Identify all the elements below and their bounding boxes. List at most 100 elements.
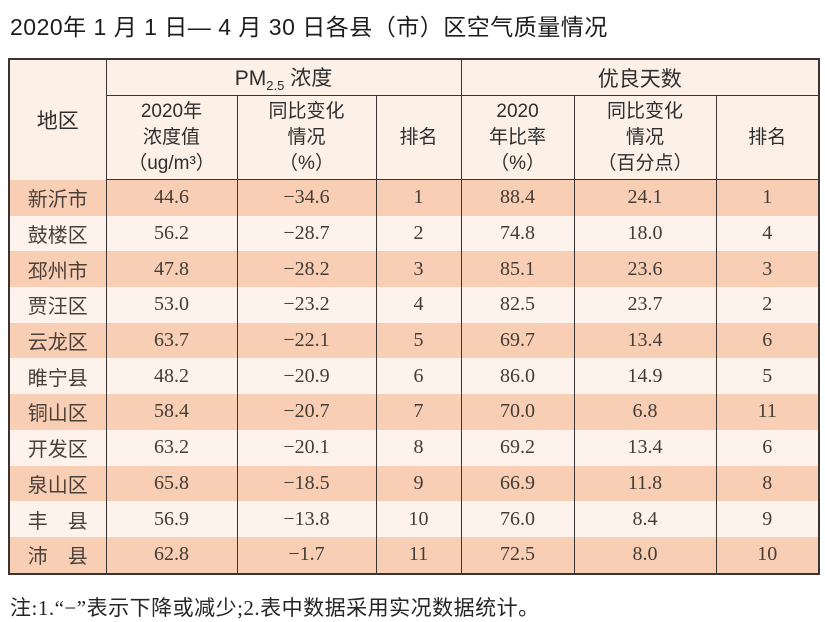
pm-rank-cell: 5 bbox=[375, 322, 462, 359]
column-header-pm-rank: 排名 bbox=[375, 95, 462, 180]
header-sub-row: 2020年 浓度值 （ug/m³） 同比变化 情况 （%） 排名 2020 年比… bbox=[9, 95, 820, 180]
table-row: 鼓楼区 56.2 −28.7 2 74.8 18.0 4 bbox=[8, 215, 820, 252]
pm-rank-cell: 6 bbox=[375, 358, 462, 395]
pm-rank-cell: 4 bbox=[375, 287, 462, 323]
pm-change-cell: −20.7 bbox=[236, 394, 376, 430]
region-cell: 睢宁县 bbox=[8, 358, 106, 395]
pm-change-cell: −13.8 bbox=[236, 501, 376, 537]
pm-rank-cell: 8 bbox=[375, 429, 462, 466]
pm-rank-cell: 10 bbox=[375, 501, 462, 537]
good-ratio-cell: 69.2 bbox=[460, 429, 575, 466]
header-group-row: 地区 PM2.5 浓度 优良天数 bbox=[8, 59, 820, 180]
pm-value-cell: 56.9 bbox=[105, 501, 237, 537]
good-rank-cell: 11 bbox=[715, 394, 820, 430]
good-rank-cell: 4 bbox=[715, 215, 820, 252]
table-header: 地区 PM2.5 浓度 优良天数 2020年 浓度值 （ug/m³） 同比变化 … bbox=[8, 59, 820, 180]
good-ratio-cell: 66.9 bbox=[460, 465, 575, 502]
column-header-good-change: 同比变化 情况 （百分点） bbox=[573, 95, 717, 180]
good-ratio-cell: 74.8 bbox=[460, 215, 575, 252]
region-cell: 新沂市 bbox=[8, 179, 106, 216]
good-ratio-cell: 69.7 bbox=[460, 322, 575, 359]
pm-change-cell: −18.5 bbox=[236, 465, 376, 502]
region-cell: 沛 县 bbox=[8, 536, 106, 574]
pm-change-cell: −34.6 bbox=[236, 179, 376, 216]
pm-value-cell: 47.8 bbox=[105, 251, 237, 288]
good-rank-cell: 8 bbox=[715, 465, 820, 502]
pm-rank-cell: 7 bbox=[375, 394, 462, 430]
pm-rank-cell: 9 bbox=[375, 465, 462, 502]
good-rank-cell: 9 bbox=[715, 501, 820, 537]
region-cell: 邳州市 bbox=[8, 251, 106, 288]
good-rank-cell: 10 bbox=[715, 536, 820, 574]
good-ratio-cell: 76.0 bbox=[460, 501, 575, 537]
column-header-pm-change: 同比变化 情况 （%） bbox=[236, 95, 376, 180]
pm-value-cell: 58.4 bbox=[105, 394, 237, 430]
region-cell: 鼓楼区 bbox=[8, 215, 106, 252]
pm-change-cell: −28.2 bbox=[236, 251, 376, 288]
pm-value-cell: 56.2 bbox=[105, 215, 237, 252]
table-row: 泉山区 65.8 −18.5 9 66.9 11.8 8 bbox=[8, 465, 820, 502]
good-change-cell: 13.4 bbox=[573, 429, 717, 466]
good-change-cell: 18.0 bbox=[573, 215, 717, 252]
table-row: 新沂市 44.6 −34.6 1 88.4 24.1 1 bbox=[8, 179, 820, 216]
pm-value-cell: 63.7 bbox=[105, 322, 237, 359]
pm-value-cell: 65.8 bbox=[105, 465, 237, 502]
good-change-cell: 8.4 bbox=[573, 501, 717, 537]
pm-change-cell: −20.1 bbox=[236, 429, 376, 466]
pm-change-cell: −28.7 bbox=[236, 215, 376, 252]
region-cell: 贾汪区 bbox=[8, 287, 106, 323]
region-cell: 开发区 bbox=[8, 429, 106, 466]
pm-change-cell: −20.9 bbox=[236, 358, 376, 395]
pm-rank-cell: 11 bbox=[375, 536, 462, 574]
column-header-pm-value: 2020年 浓度值 （ug/m³） bbox=[105, 95, 237, 180]
good-change-cell: 11.8 bbox=[573, 465, 717, 502]
good-change-cell: 23.6 bbox=[573, 251, 717, 288]
good-ratio-cell: 82.5 bbox=[460, 287, 575, 323]
good-change-cell: 6.8 bbox=[573, 394, 717, 430]
good-ratio-cell: 70.0 bbox=[460, 394, 575, 430]
table-row: 开发区 63.2 −20.1 8 69.2 13.4 6 bbox=[8, 429, 820, 466]
pm-value-cell: 53.0 bbox=[105, 287, 237, 323]
region-cell: 丰 县 bbox=[8, 501, 106, 537]
table-row: 丰 县 56.9 −13.8 10 76.0 8.4 9 bbox=[8, 501, 820, 537]
column-header-good-rank: 排名 bbox=[715, 95, 820, 180]
footnote: 注:1.“−”表示下降或减少;2.表中数据采用实况数据统计。 bbox=[10, 595, 540, 620]
table-row: 云龙区 63.7 −22.1 5 69.7 13.4 6 bbox=[8, 322, 820, 359]
good-ratio-cell: 72.5 bbox=[460, 536, 575, 574]
pm-rank-cell: 1 bbox=[375, 179, 462, 216]
pm-change-cell: −22.1 bbox=[236, 322, 376, 359]
region-cell: 铜山区 bbox=[8, 394, 106, 430]
region-cell: 云龙区 bbox=[8, 322, 106, 359]
pm-value-cell: 62.8 bbox=[105, 536, 237, 574]
good-change-cell: 23.7 bbox=[573, 287, 717, 323]
column-group-pm25: PM2.5 浓度 bbox=[105, 59, 462, 96]
table-row: 沛 县 62.8 −1.7 11 72.5 8.0 10 bbox=[8, 536, 820, 574]
pm-value-cell: 48.2 bbox=[105, 358, 237, 395]
pm-change-cell: −1.7 bbox=[236, 536, 376, 574]
page-title: 2020年 1 月 1 日— 4 月 30 日各县（市）区空气质量情况 bbox=[10, 14, 608, 40]
good-change-cell: 14.9 bbox=[573, 358, 717, 395]
good-ratio-cell: 88.4 bbox=[460, 179, 575, 216]
good-rank-cell: 1 bbox=[715, 179, 820, 216]
good-rank-cell: 2 bbox=[715, 287, 820, 323]
pm25-label: PM bbox=[234, 66, 267, 90]
pm25-label-suffix: 浓度 bbox=[284, 66, 333, 90]
table-row: 铜山区 58.4 −20.7 7 70.0 6.8 11 bbox=[8, 394, 820, 430]
column-header-region: 地区 bbox=[8, 59, 106, 180]
pm-value-cell: 44.6 bbox=[105, 179, 237, 216]
table-row: 睢宁县 48.2 −20.9 6 86.0 14.9 5 bbox=[8, 358, 820, 395]
table-body: 新沂市 44.6 −34.6 1 88.4 24.1 1 鼓楼区 56.2 −2… bbox=[8, 179, 820, 574]
good-change-cell: 24.1 bbox=[573, 179, 717, 216]
good-change-cell: 13.4 bbox=[573, 322, 717, 359]
air-quality-table: 地区 PM2.5 浓度 优良天数 2020年 浓度值 （ug/m³） 同比变化 … bbox=[8, 58, 821, 575]
table-row: 贾汪区 53.0 −23.2 4 82.5 23.7 2 bbox=[8, 287, 820, 323]
good-change-cell: 8.0 bbox=[573, 536, 717, 574]
table-row: 邳州市 47.8 −28.2 3 85.1 23.6 3 bbox=[8, 251, 820, 288]
pm25-subscript: 2.5 bbox=[266, 78, 285, 94]
pm-rank-cell: 2 bbox=[375, 215, 462, 252]
region-cell: 泉山区 bbox=[8, 465, 106, 502]
good-ratio-cell: 86.0 bbox=[460, 358, 575, 395]
column-header-good-ratio: 2020 年比率 （%） bbox=[460, 95, 575, 180]
pm-value-cell: 63.2 bbox=[105, 429, 237, 466]
